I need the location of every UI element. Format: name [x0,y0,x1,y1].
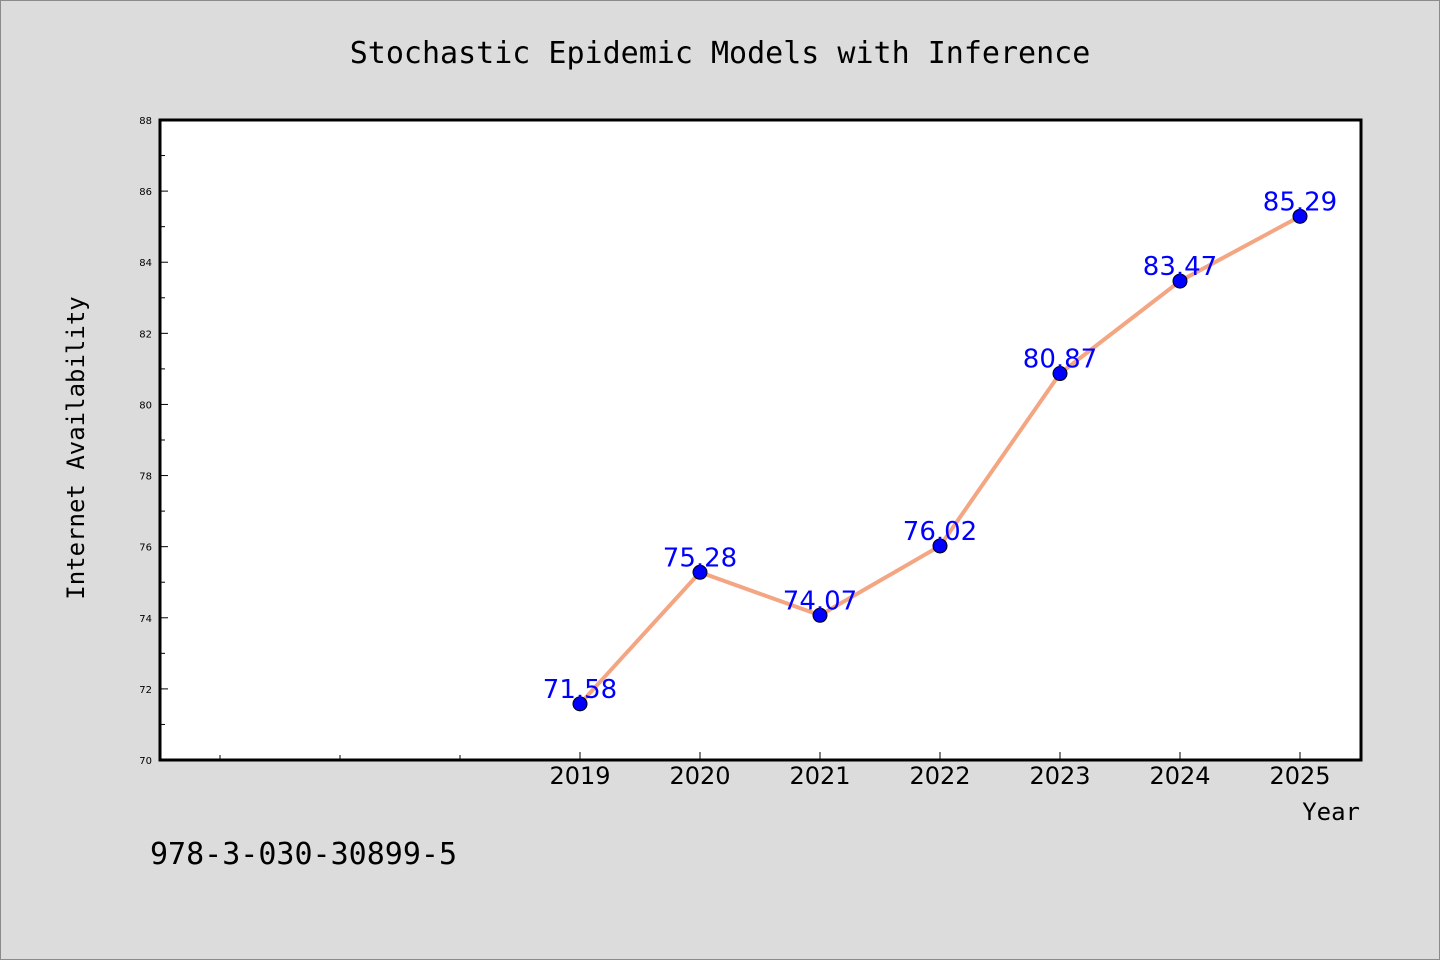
x-axis: 2019 2020 2021 2022 2023 2024 2025 [219,752,1331,790]
data-point [572,696,588,712]
x-tick-label: 2023 [1029,762,1090,790]
y-tick-label: 78 [139,472,152,483]
data-point [1172,273,1188,289]
data-point [692,564,708,580]
x-axis-label: Year [1302,798,1360,826]
y-tick-label: 84 [139,258,152,269]
y-tick-label: 74 [139,614,152,625]
x-tick-label: 2025 [1269,762,1330,790]
data-point [812,607,828,623]
y-axis-label: Internet Availability [62,296,90,599]
chart-title: Stochastic Epidemic Models with Inferenc… [350,36,1091,71]
data-label: 71.58 [543,675,617,705]
data-label: 85.29 [1263,187,1337,217]
y-tick-label: 72 [139,685,152,696]
x-tick-label: 2020 [669,762,730,790]
y-tick-label: 70 [139,756,152,767]
data-label: 76.02 [903,517,977,547]
data-label: 83.47 [1143,252,1217,282]
x-tick-label: 2022 [909,762,970,790]
y-tick-label: 86 [139,187,152,198]
data-label: 80.87 [1023,345,1097,375]
series-markers [572,208,1308,712]
data-point [1292,208,1308,224]
y-axis: 70 72 74 76 78 80 82 84 86 88 [139,116,168,767]
x-tick-label: 2019 [549,762,610,790]
isbn-footer: 978-3-030-30899-5 [150,837,457,872]
data-label: 74.07 [783,586,857,616]
data-labels: 71.58 75.28 74.07 76.02 80.87 83.47 85.29 [543,187,1337,704]
x-tick-label: 2021 [789,762,850,790]
data-label: 75.28 [663,543,737,573]
data-point [1052,366,1068,382]
data-point [932,538,948,554]
y-tick-label: 88 [139,116,152,127]
y-tick-label: 82 [139,329,152,340]
x-tick-label: 2024 [1149,762,1210,790]
plot-area [158,118,1363,762]
y-tick-label: 76 [139,543,152,554]
y-tick-label: 80 [139,400,152,411]
